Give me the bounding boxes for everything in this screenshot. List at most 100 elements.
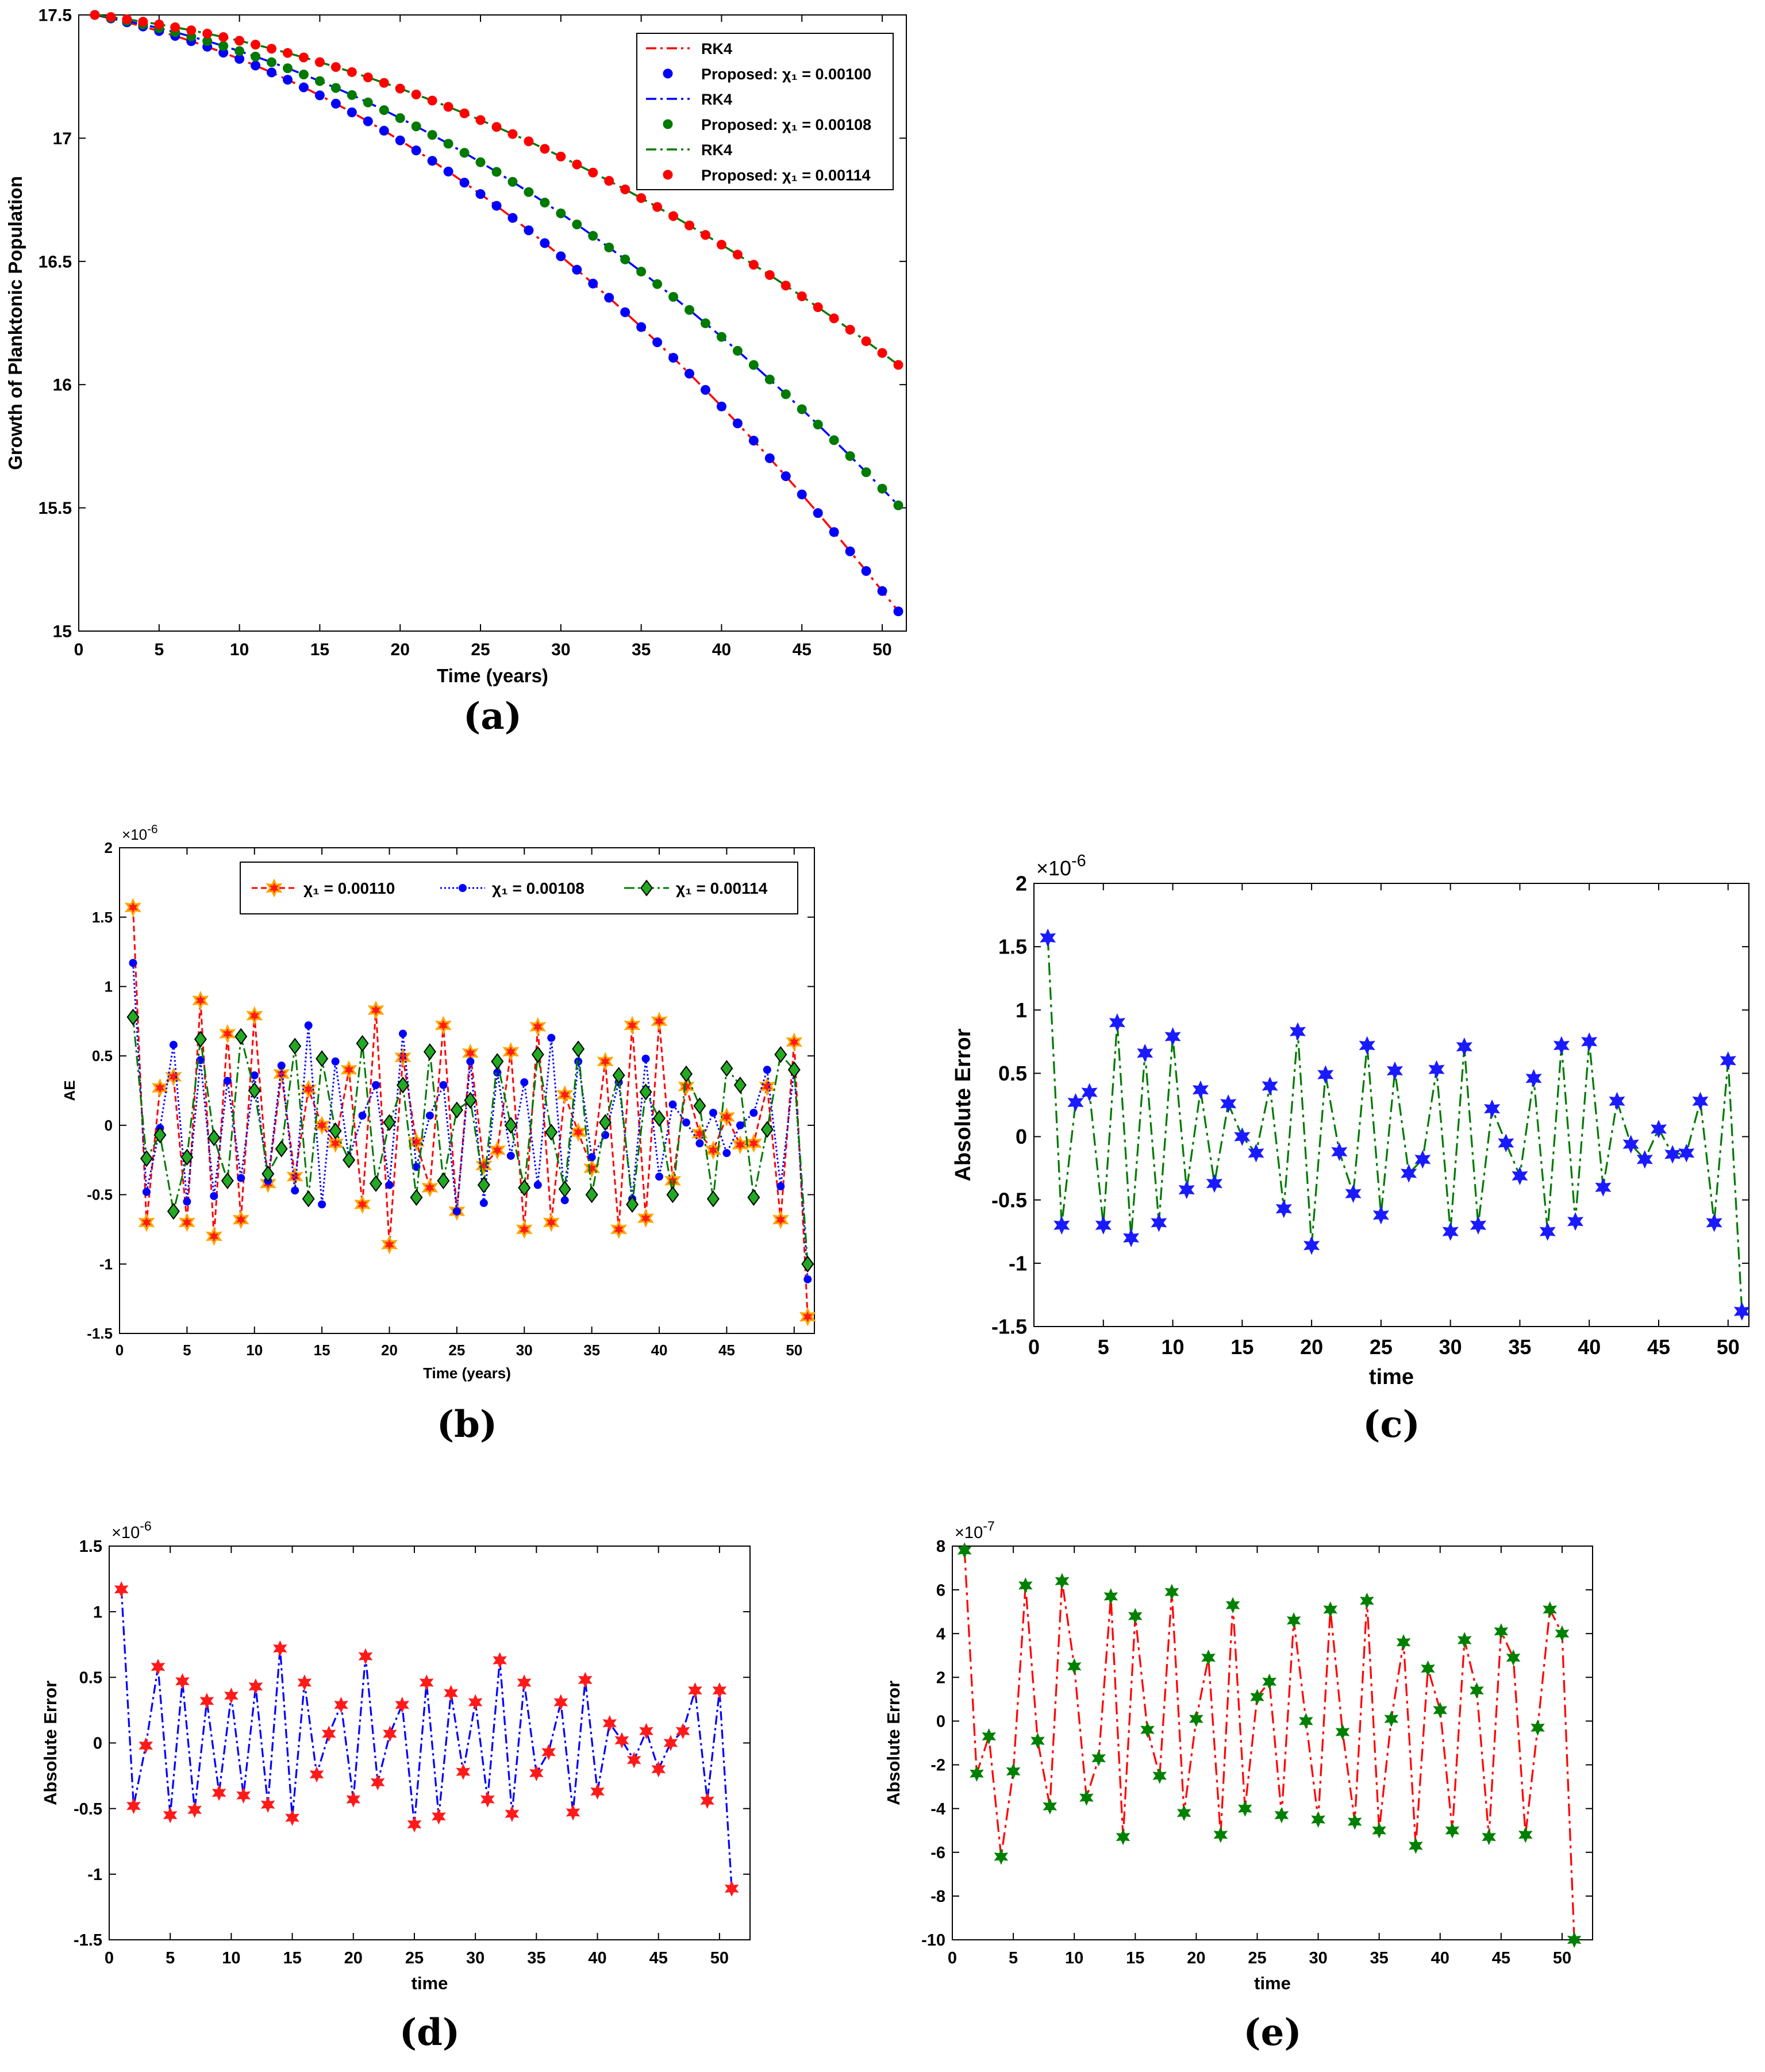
data-point-3 <box>572 1040 585 1058</box>
y-tick-label: 2 <box>936 1669 945 1687</box>
y-tick-label: 0 <box>93 1735 102 1753</box>
axis-exponent-power: -6 <box>147 822 158 836</box>
data-point-1 <box>1433 1702 1448 1719</box>
data-point-3 <box>167 1202 180 1220</box>
data-point-1 <box>764 453 775 463</box>
data-point-1 <box>248 1678 263 1695</box>
data-point-2 <box>491 167 502 177</box>
data-point-1 <box>1299 1713 1313 1729</box>
data-point-3 <box>545 1124 558 1141</box>
data-point-2 <box>845 451 855 461</box>
x-tick-label: 0 <box>105 1949 114 1967</box>
data-point-2 <box>587 1153 596 1162</box>
data-point-1 <box>1428 1060 1445 1079</box>
x-axis-label: time <box>1369 1365 1414 1389</box>
data-point-1 <box>246 1006 263 1025</box>
data-point-1 <box>566 1804 580 1821</box>
data-point-1 <box>626 1751 641 1769</box>
y-tick-label: -1.5 <box>991 1315 1027 1339</box>
y-axis-label: Absolute Error <box>883 1681 903 1805</box>
axis-exponent-power: -6 <box>140 1519 152 1533</box>
data-point-1 <box>636 322 647 332</box>
data-point-3 <box>282 48 293 58</box>
data-point-1 <box>1225 1597 1240 1614</box>
data-point-1 <box>700 385 710 395</box>
data-point-3 <box>154 19 164 29</box>
data-point-1 <box>1445 1822 1460 1839</box>
data-point-1 <box>845 546 855 556</box>
data-point-1 <box>1555 1625 1570 1642</box>
data-point-2 <box>507 176 518 187</box>
data-point-3 <box>302 1190 315 1208</box>
data-point-1 <box>205 1227 222 1246</box>
data-point-2 <box>763 1066 771 1074</box>
x-axis-label: Time (years) <box>437 665 548 686</box>
data-point-1 <box>1152 1767 1167 1784</box>
data-point-1 <box>126 1797 141 1815</box>
data-point-1 <box>1109 1013 1125 1032</box>
data-point-1 <box>1512 1166 1528 1186</box>
data-point-1 <box>1116 1828 1130 1846</box>
data-point-3 <box>604 176 614 186</box>
y-tick-label: 1.5 <box>998 935 1027 959</box>
data-point-1 <box>165 1067 182 1087</box>
data-point-3 <box>700 230 710 240</box>
y-tick-label: 2 <box>105 839 113 856</box>
data-point-3 <box>845 325 855 335</box>
data-point-3 <box>475 115 486 125</box>
data-point-3 <box>540 144 550 154</box>
data-point-1 <box>432 1808 446 1825</box>
data-point-1 <box>434 1016 452 1035</box>
data-point-2 <box>183 1197 191 1206</box>
data-point-1 <box>1095 1216 1112 1235</box>
y-tick-label: 1 <box>1016 998 1027 1022</box>
data-point-3 <box>518 1179 531 1197</box>
data-point-3 <box>347 67 357 77</box>
data-point-1 <box>1323 1601 1338 1618</box>
data-point-3 <box>504 1117 517 1134</box>
data-point-3 <box>636 193 647 203</box>
data-point-3 <box>524 136 534 147</box>
data-point-1 <box>1494 1623 1509 1640</box>
data-point-2 <box>466 1057 475 1066</box>
y-tick-label: -0.5 <box>74 1800 102 1819</box>
x-tick-label: 20 <box>1300 1335 1323 1359</box>
data-point-1 <box>982 1728 996 1745</box>
data-point-1 <box>1442 1222 1459 1241</box>
data-point-1 <box>334 1697 348 1713</box>
data-point-3 <box>491 1053 504 1070</box>
data-point-3 <box>106 12 116 22</box>
data-point-2 <box>736 1121 744 1129</box>
data-point-1 <box>637 1208 655 1228</box>
x-tick-label: 50 <box>1553 1949 1571 1967</box>
data-point-3 <box>356 1035 369 1052</box>
data-point-1 <box>543 1213 560 1232</box>
data-point-1 <box>624 1016 641 1035</box>
y-axis-label: AE <box>61 1080 78 1101</box>
data-point-1 <box>346 1791 361 1808</box>
data-point-2 <box>776 1182 785 1191</box>
data-point-2 <box>506 1151 515 1160</box>
data-point-2 <box>722 1149 731 1158</box>
data-point-1 <box>1531 1719 1545 1736</box>
data-point-1 <box>1360 1592 1374 1609</box>
data-point-2 <box>347 90 357 100</box>
x-tick-label: 5 <box>1098 1335 1109 1359</box>
data-point-1 <box>363 116 373 126</box>
data-point-3 <box>612 1067 625 1084</box>
data-point-1 <box>1030 1732 1045 1749</box>
data-point-2 <box>748 360 759 370</box>
data-point-3 <box>780 280 791 291</box>
data-point-2 <box>829 435 839 445</box>
data-point-3 <box>218 32 229 43</box>
data-point-3 <box>411 89 421 99</box>
data-point-1 <box>1470 1216 1487 1235</box>
data-point-1 <box>300 1079 317 1099</box>
data-point-1 <box>1189 1710 1203 1727</box>
data-point-1 <box>556 1085 574 1105</box>
data-point-3 <box>531 1046 544 1063</box>
data-point-1 <box>1067 1093 1084 1112</box>
axis-exponent-base: ×10 <box>111 1524 140 1542</box>
axis-exponent: ×10-6 <box>111 1519 152 1542</box>
